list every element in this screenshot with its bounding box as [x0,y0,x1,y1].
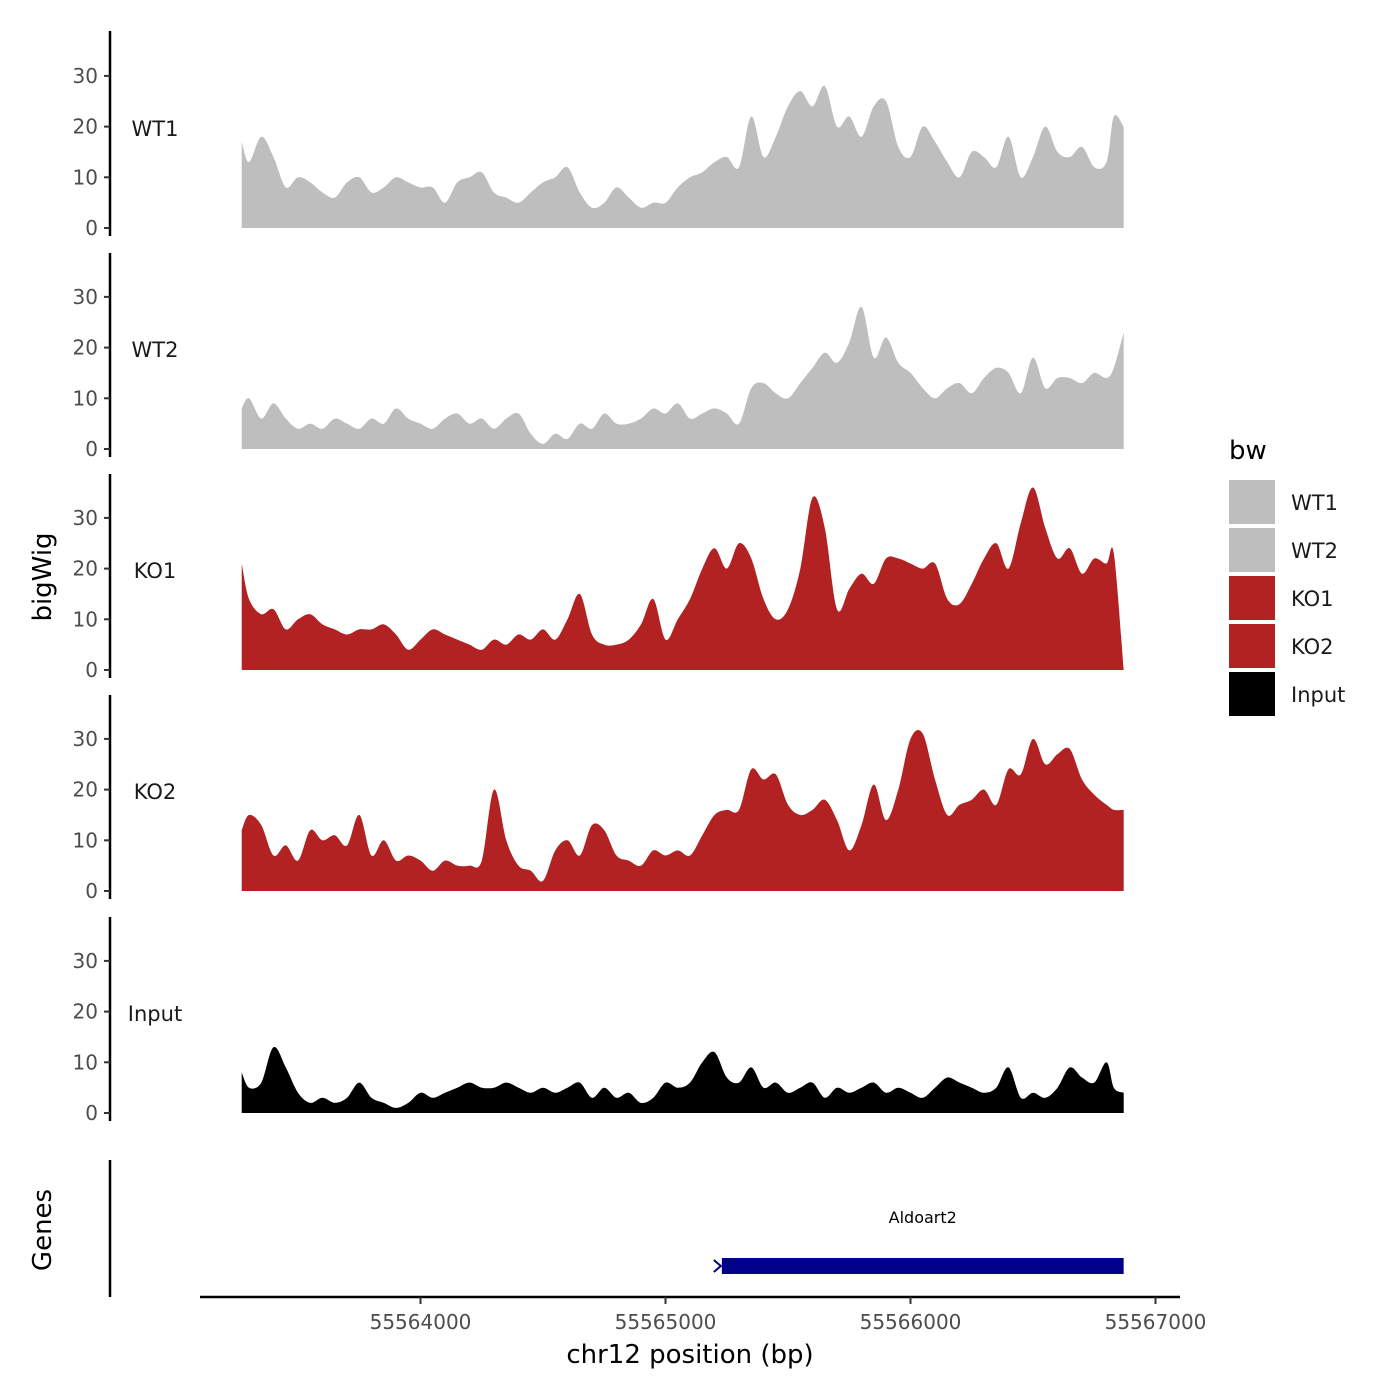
y-tick-label: 0 [85,216,98,240]
y-tick-label: 10 [73,1050,98,1074]
legend-item-input: Input [1229,672,1345,716]
y-tick-label: 20 [73,778,98,802]
track-input: 0 10 20 30 Input [73,917,1124,1125]
x-axis: 55564000 55565000 55566000 55567000 [200,1295,1207,1334]
legend-item-wt1: WT1 [1229,480,1338,524]
track-wt1: 0 10 20 30 WT1 [73,31,1124,240]
legend-item-ko1: KO1 [1229,576,1334,620]
x-axis-title: chr12 position (bp) [566,1340,813,1370]
panel-label-input: Input [128,1002,182,1026]
legend-item-ko2: KO2 [1229,624,1334,668]
y-tick-label: 30 [73,727,98,751]
y-tick-label: 20 [73,336,98,360]
y-tick-label: 10 [73,386,98,410]
y-tick-label: 10 [73,165,98,189]
y-tick-label: 0 [85,1101,98,1125]
y-tick-label: 0 [85,437,98,461]
panel-label-wt1: WT1 [132,117,179,141]
panel-label-ko2: KO2 [134,780,177,804]
y-tick-label: 30 [73,949,98,973]
legend-title: bw [1229,436,1267,466]
y-tick-label: 10 [73,828,98,852]
y-tick-label: 20 [73,1000,98,1024]
coverage-area-ko1 [241,487,1124,670]
y-tick-label: 30 [73,506,98,530]
legend-label: KO2 [1291,635,1334,659]
gene-label: Aldoart2 [889,1208,957,1227]
y-tick-label: 20 [73,115,98,139]
y-tick-label: 0 [85,879,98,903]
y-tick-label: 10 [73,607,98,631]
panel-label-ko1: KO1 [134,559,177,583]
legend-swatch [1229,672,1275,716]
tracks: 0 10 20 30 WT1 0 10 20 30 WT2 0 10 20 30 KO1 0 10 20 30 KO2… [73,31,1124,1125]
gene-strand-arrow [713,1259,723,1273]
track-wt2: 0 10 20 30 WT2 [73,253,1124,461]
legend-label: Input [1291,683,1345,707]
legend-item-wt2: WT2 [1229,528,1338,572]
gene-aldoart2: Aldoart2 [713,1208,1124,1274]
track-ko2: 0 10 20 30 KO2 [73,695,1124,903]
legend: bw WT1 WT2 KO1 KO2 Input [1229,436,1345,716]
x-tick-label: 55565000 [615,1310,717,1334]
legend-swatch [1229,480,1275,524]
track-ko1: 0 10 20 30 KO1 [73,474,1124,682]
y-tick-label: 30 [73,64,98,88]
x-tick-label: 55564000 [370,1310,472,1334]
y-axis-title: bigWig [28,532,58,621]
legend-swatch [1229,528,1275,572]
panel-label-wt2: WT2 [132,338,179,362]
gene-track: Aldoart2 [108,1160,1124,1297]
y-tick-label: 20 [73,557,98,581]
coverage-area-input [241,1046,1124,1113]
legend-label: KO1 [1291,587,1334,611]
y-tick-label: 30 [73,285,98,309]
y-tick-label: 0 [85,658,98,682]
coverage-area-wt1 [241,85,1124,228]
legend-label: WT1 [1291,491,1338,515]
legend-label: WT2 [1291,539,1338,563]
coverage-area-ko2 [241,730,1124,891]
legend-swatch [1229,576,1275,620]
x-tick-label: 55566000 [860,1310,962,1334]
gene-track-title: Genes [28,1189,58,1271]
coverage-area-wt2 [241,306,1124,449]
legend-swatch [1229,624,1275,668]
x-tick-label: 55567000 [1105,1310,1207,1334]
gene-body [721,1258,1124,1274]
